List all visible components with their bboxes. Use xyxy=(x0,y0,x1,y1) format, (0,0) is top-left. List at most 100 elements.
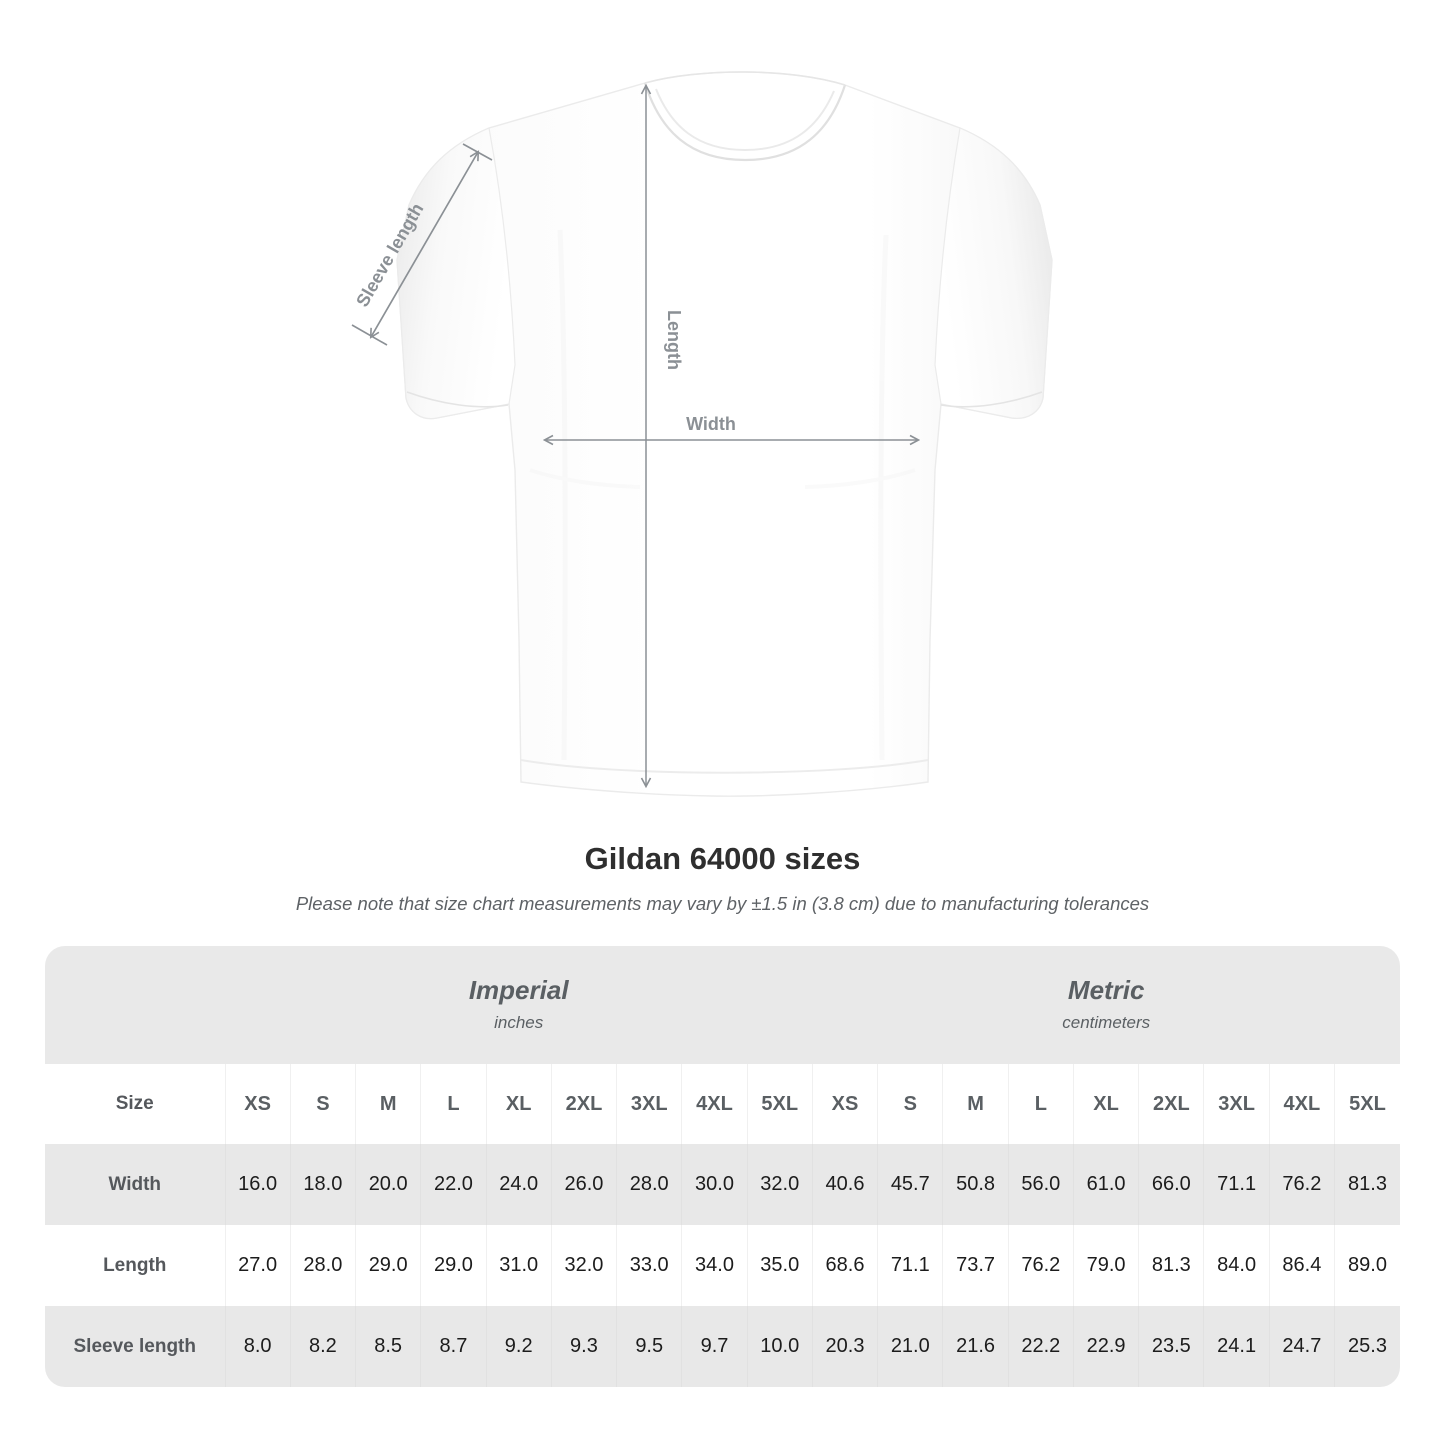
measurement-cell: 27.0 xyxy=(225,1225,291,1306)
size-chart-table: Imperial inches Metric centimeters Size XS S M L… xyxy=(45,946,1400,1387)
measurement-cell: 29.0 xyxy=(355,1225,422,1306)
measurement-cell: 50.8 xyxy=(942,1144,1009,1225)
measurement-cell: 29.0 xyxy=(420,1225,487,1306)
measurement-cell: 32.0 xyxy=(747,1144,813,1225)
page-title: Gildan 64000 sizes xyxy=(584,841,861,876)
measurement-cell: 20.3 xyxy=(812,1306,879,1387)
table-corner-cell xyxy=(45,946,225,1064)
right-sleeve xyxy=(934,127,1053,419)
size-header-label: Size xyxy=(45,1064,226,1144)
size-column-header: L xyxy=(1008,1064,1074,1144)
size-column-header: 2XL xyxy=(551,1064,618,1144)
measurement-cell: 24.0 xyxy=(486,1144,552,1225)
size-column-header: 3XL xyxy=(616,1064,683,1144)
unit-group-header-imperial: Imperial inches xyxy=(225,946,813,1064)
measurement-cell: 26.0 xyxy=(551,1144,618,1225)
measurement-cell: 76.2 xyxy=(1269,1144,1336,1225)
size-column-header: 4XL xyxy=(681,1064,748,1144)
size-column-header: S xyxy=(290,1064,357,1144)
size-column-header: S xyxy=(877,1064,944,1144)
measurement-cell: 71.1 xyxy=(1203,1144,1270,1225)
fabric-folds xyxy=(529,229,916,761)
measurement-cell: 28.0 xyxy=(616,1144,683,1225)
table-row: Sleeve length 8.0 8.2 8.5 8.7 9.2 9.3 9.5 9.7 10.… xyxy=(45,1306,1400,1387)
measurement-cell: 21.6 xyxy=(942,1306,1009,1387)
size-column-header: M xyxy=(942,1064,1009,1144)
size-column-header: 5XL xyxy=(747,1064,813,1144)
unit-header-row: Imperial inches Metric centimeters xyxy=(45,946,1400,1064)
size-column-header: 3XL xyxy=(1203,1064,1270,1144)
title-block: Gildan 64000 sizes Please note that size… xyxy=(0,840,1445,916)
tshirt-measurement-diagram: Sleeve length Length Width xyxy=(351,71,1053,797)
measurement-cell: 8.2 xyxy=(290,1306,357,1387)
measurement-cell: 25.3 xyxy=(1334,1306,1400,1387)
measurement-cell: 18.0 xyxy=(290,1144,357,1225)
measurement-row-label: Length xyxy=(45,1225,226,1306)
width-label: Width xyxy=(686,414,736,434)
measurement-cell: 21.0 xyxy=(877,1306,944,1387)
size-column-header: 4XL xyxy=(1269,1064,1336,1144)
size-column-header: 5XL xyxy=(1334,1064,1400,1144)
measurement-cell: 32.0 xyxy=(551,1225,618,1306)
measurement-cell: 9.2 xyxy=(486,1306,552,1387)
measurement-cell: 8.7 xyxy=(420,1306,487,1387)
measurement-cell: 8.5 xyxy=(355,1306,422,1387)
size-column-header: M xyxy=(355,1064,422,1144)
size-column-header: XS xyxy=(812,1064,879,1144)
unit-group-subtitle: centimeters xyxy=(1062,1013,1151,1032)
measurement-cell: 45.7 xyxy=(877,1144,944,1225)
measurement-cell: 33.0 xyxy=(616,1225,683,1306)
table-row: Width 16.0 18.0 20.0 22.0 24.0 26.0 28.0 30.0 32.… xyxy=(45,1144,1400,1225)
measurement-cell: 40.6 xyxy=(812,1144,879,1225)
measurement-cell: 35.0 xyxy=(747,1225,813,1306)
length-label: Length xyxy=(664,310,684,370)
measurement-cell: 86.4 xyxy=(1269,1225,1336,1306)
measurement-cell: 84.0 xyxy=(1203,1225,1270,1306)
measurement-cell: 79.0 xyxy=(1073,1225,1140,1306)
measurement-cell: 81.3 xyxy=(1138,1225,1205,1306)
measurement-cell: 23.5 xyxy=(1138,1306,1205,1387)
measurement-cell: 16.0 xyxy=(225,1144,291,1225)
measurement-cell: 24.1 xyxy=(1203,1306,1270,1387)
tolerance-note: Please note that size chart measurements… xyxy=(295,893,1150,914)
measurement-cell: 10.0 xyxy=(747,1306,813,1387)
unit-group-header-metric: Metric centimeters xyxy=(812,946,1400,1064)
measurement-cell: 22.0 xyxy=(420,1144,487,1225)
bottom-hem xyxy=(520,759,929,774)
measurement-cell: 9.5 xyxy=(616,1306,683,1387)
size-column-header: L xyxy=(420,1064,487,1144)
size-column-header: XS xyxy=(225,1064,291,1144)
measurement-cell: 73.7 xyxy=(942,1225,1009,1306)
measurement-cell: 9.3 xyxy=(551,1306,618,1387)
collar xyxy=(643,71,847,162)
measurement-row-label: Width xyxy=(45,1144,226,1225)
measurement-cell: 71.1 xyxy=(877,1225,944,1306)
unit-group-name: Imperial xyxy=(468,975,569,1005)
measurement-cell: 8.0 xyxy=(225,1306,291,1387)
unit-group-name: Metric xyxy=(1067,975,1145,1005)
table-row: Length 27.0 28.0 29.0 29.0 31.0 32.0 33.0 34.0 35… xyxy=(45,1225,1400,1306)
measurement-cell: 30.0 xyxy=(681,1144,748,1225)
measurement-cell: 66.0 xyxy=(1138,1144,1205,1225)
width-dimension: Width xyxy=(545,414,918,440)
measurement-cell: 22.2 xyxy=(1008,1306,1074,1387)
size-column-header: XL xyxy=(486,1064,552,1144)
tshirt-illustration: Sleeve length Length Width xyxy=(351,71,1053,797)
size-column-header: XL xyxy=(1073,1064,1140,1144)
measurement-cell: 56.0 xyxy=(1008,1144,1074,1225)
measurement-cell: 61.0 xyxy=(1073,1144,1140,1225)
measurement-cell: 31.0 xyxy=(486,1225,552,1306)
unit-group-subtitle: inches xyxy=(494,1013,544,1032)
size-table-container: Imperial inches Metric centimeters Size XS S M L… xyxy=(45,946,1400,1387)
size-column-header: 2XL xyxy=(1138,1064,1205,1144)
measurement-cell: 68.6 xyxy=(812,1225,879,1306)
measurement-cell: 81.3 xyxy=(1334,1144,1400,1225)
measurement-cell: 22.9 xyxy=(1073,1306,1140,1387)
size-header-row: Size XS S M L XL 2XL 3XL 4XL 5XL XS S M L XL 2XL 3XL 4XL 5… xyxy=(45,1064,1400,1144)
measurement-cell: 89.0 xyxy=(1334,1225,1400,1306)
measurement-cell: 28.0 xyxy=(290,1225,357,1306)
measurement-cell: 24.7 xyxy=(1269,1306,1336,1387)
measurement-cell: 34.0 xyxy=(681,1225,748,1306)
measurement-cell: 9.7 xyxy=(681,1306,748,1387)
